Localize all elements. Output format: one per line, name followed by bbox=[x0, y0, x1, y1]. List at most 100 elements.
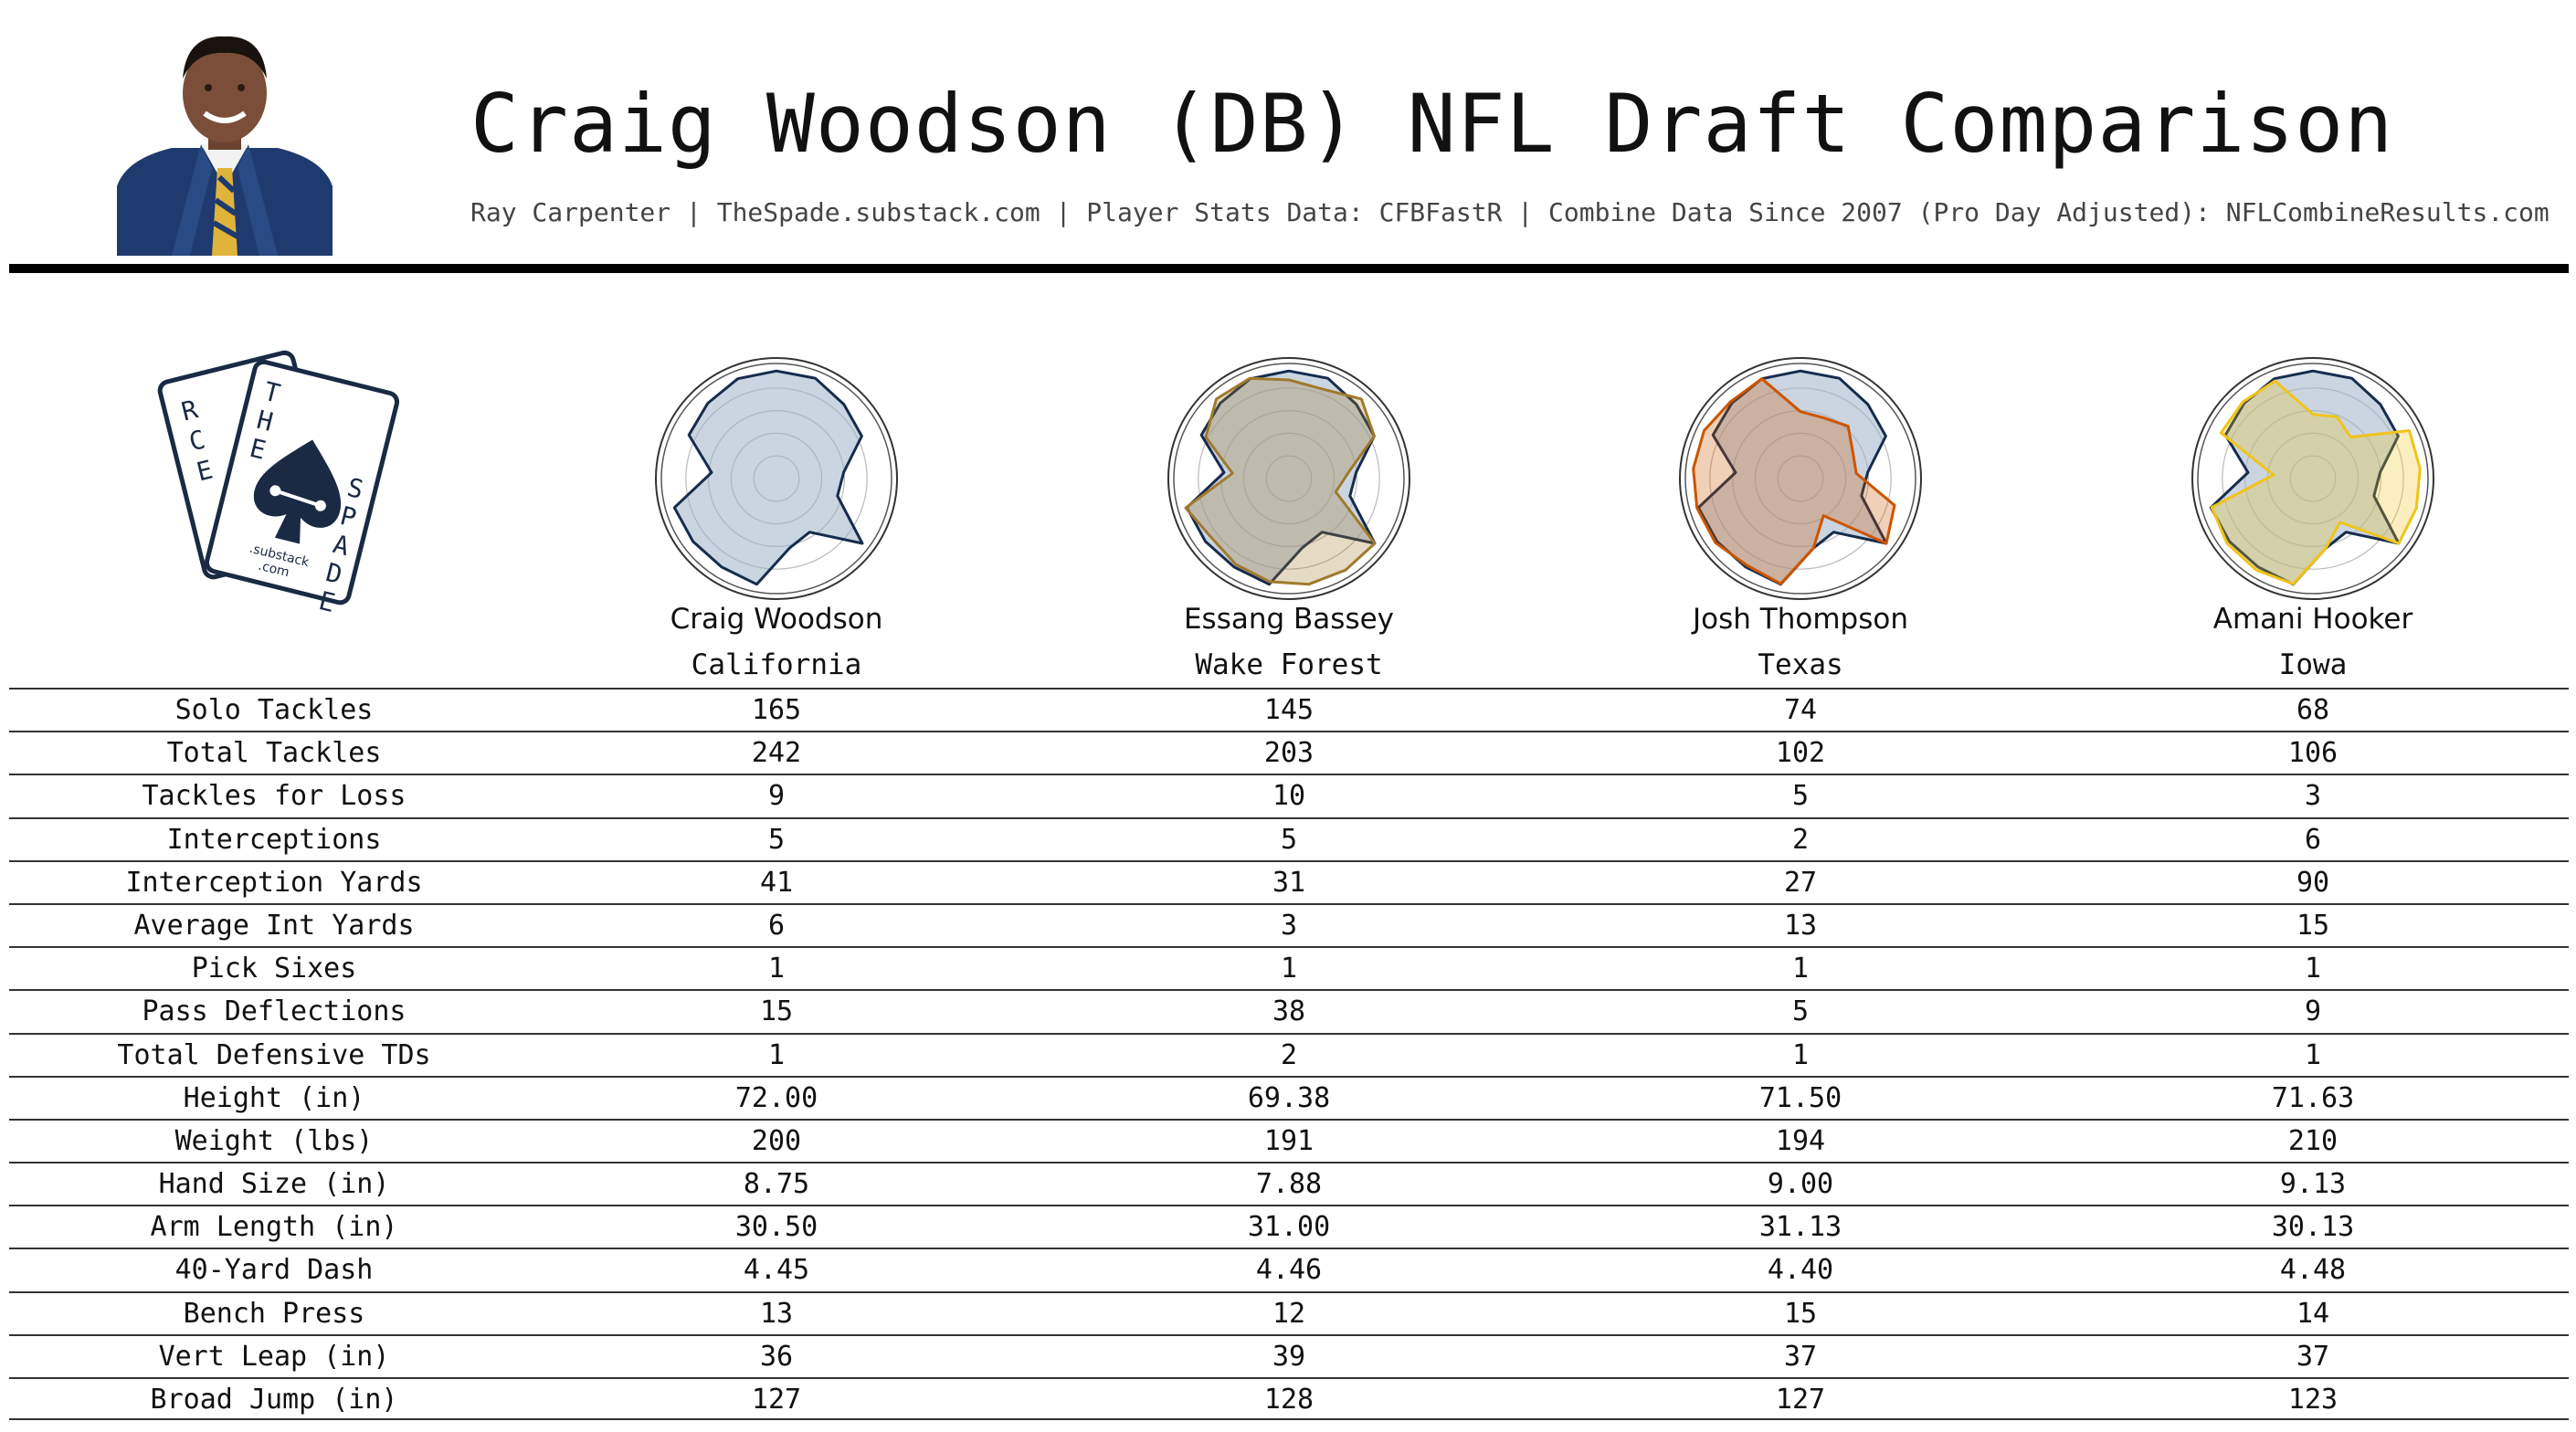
table-cell: 106 bbox=[2287, 737, 2338, 770]
table-cell: 242 bbox=[751, 737, 802, 770]
table-cell: 1 bbox=[1791, 1038, 1810, 1071]
table-cell: 71.63 bbox=[2271, 1081, 2355, 1114]
table-cell: 3 bbox=[1280, 909, 1298, 942]
table-cell: 15 bbox=[2296, 909, 2330, 942]
metric-label: Pass Deflections bbox=[142, 995, 406, 1028]
table-row: Height (in) 72.00 69.38 71.50 71.63 bbox=[9, 1075, 2569, 1119]
metric-label: Arm Length (in) bbox=[150, 1211, 398, 1244]
table-cell: 5 bbox=[1280, 823, 1298, 856]
table-cell: 1 bbox=[767, 1038, 786, 1071]
table-cell: 71.50 bbox=[1758, 1081, 1842, 1114]
table-cell: 203 bbox=[1263, 737, 1314, 770]
table-cell: 37 bbox=[1783, 1340, 1818, 1373]
table-cell: 10 bbox=[1272, 780, 1306, 813]
table-cell: 13 bbox=[759, 1297, 794, 1330]
metric-label: Interceptions bbox=[166, 823, 382, 856]
table-cell: 1 bbox=[2304, 1038, 2322, 1071]
header-divider bbox=[9, 264, 2569, 273]
player-school: Wake Forest bbox=[1195, 648, 1383, 681]
table-cell: 9.13 bbox=[2279, 1168, 2347, 1201]
table-cell: 5 bbox=[767, 823, 786, 856]
metric-label: Average Int Yards bbox=[133, 909, 415, 942]
page-subtitle: Ray Carpenter | TheSpade.substack.com | … bbox=[470, 197, 2550, 227]
table-cell: 1 bbox=[1791, 953, 1810, 985]
metric-label: Hand Size (in) bbox=[158, 1168, 390, 1201]
table-row: Total Defensive TDs 1 2 1 1 bbox=[9, 1032, 2569, 1076]
table-cell: 4.45 bbox=[743, 1254, 810, 1287]
table-cell: 38 bbox=[1272, 995, 1306, 1028]
table-cell: 123 bbox=[2287, 1384, 2338, 1416]
table-cell: 1 bbox=[2304, 953, 2322, 985]
table-cell: 14 bbox=[2296, 1297, 2330, 1330]
metric-label: Total Tackles bbox=[166, 737, 382, 770]
table-cell: 145 bbox=[1263, 694, 1314, 726]
table-cell: 9.00 bbox=[1767, 1168, 1834, 1201]
metric-label: Interception Yards bbox=[125, 866, 423, 899]
table-cell: 4.40 bbox=[1767, 1254, 1834, 1287]
header: Craig Woodson (DB) NFL Draft Comparison … bbox=[0, 0, 2576, 274]
table-row: Total Tackles 242 203 102 106 bbox=[9, 731, 2569, 774]
table-row: Arm Length (in) 30.50 31.00 31.13 30.13 bbox=[9, 1205, 2569, 1248]
table-cell: 102 bbox=[1775, 737, 1826, 770]
metric-label: 40-Yard Dash bbox=[174, 1254, 374, 1287]
table-cell: 191 bbox=[1263, 1124, 1314, 1157]
table-row: Interception Yards 41 31 27 90 bbox=[9, 859, 2569, 903]
table-cell: 72.00 bbox=[734, 1081, 818, 1114]
radar-inner-ring bbox=[660, 363, 892, 595]
metric-label: Bench Press bbox=[183, 1297, 365, 1330]
metric-label: Total Defensive TDs bbox=[117, 1038, 431, 1071]
table-cell: 128 bbox=[1263, 1384, 1314, 1416]
table-cell: 194 bbox=[1775, 1124, 1826, 1157]
table-cell: 68 bbox=[2296, 694, 2330, 726]
metric-label: Broad Jump (in) bbox=[150, 1384, 398, 1416]
table-row: Bench Press 13 12 15 14 bbox=[9, 1290, 2569, 1334]
metric-label: Height (in) bbox=[183, 1081, 365, 1114]
table-cell: 200 bbox=[751, 1124, 802, 1157]
table-cell: 30.13 bbox=[2271, 1211, 2355, 1244]
spade-icon bbox=[254, 439, 342, 544]
radar-chart-essang-bassey bbox=[1167, 357, 1410, 600]
stats-table: Solo Tackles 165 145 74 68 Total Tackles 242 20… bbox=[9, 688, 2569, 1421]
table-cell: 9 bbox=[767, 780, 786, 813]
table-cell: 7.88 bbox=[1255, 1168, 1323, 1201]
table-row: Pick Sixes 1 1 1 1 bbox=[9, 946, 2569, 989]
table-cell: 6 bbox=[2304, 823, 2322, 856]
table-cell: 5 bbox=[1791, 780, 1810, 813]
table-cell: 39 bbox=[1272, 1340, 1306, 1373]
radar-chart-craig-woodson bbox=[655, 357, 898, 600]
table-cell: 69.38 bbox=[1247, 1081, 1331, 1114]
table-cell: 165 bbox=[751, 694, 802, 726]
table-row: Solo Tackles 165 145 74 68 bbox=[9, 688, 2569, 731]
radar-series-josh-thompson bbox=[1692, 377, 1896, 585]
radar-inner-ring bbox=[1684, 363, 1916, 595]
table-row: 40-Yard Dash 4.45 4.46 4.40 4.48 bbox=[9, 1248, 2569, 1290]
table-cell: 9 bbox=[2304, 995, 2322, 1028]
table-cell: 15 bbox=[759, 995, 794, 1028]
table-cell: 4.48 bbox=[2279, 1254, 2347, 1287]
player-name: Josh Thompson bbox=[1693, 603, 1908, 636]
player-photo bbox=[117, 36, 333, 256]
radar-series-amani-hooker bbox=[2210, 379, 2422, 585]
radar-inner-ring bbox=[1173, 363, 1405, 595]
player-school: Iowa bbox=[2278, 648, 2348, 681]
table-cell: 36 bbox=[759, 1340, 794, 1373]
metric-label: Solo Tackles bbox=[174, 694, 374, 726]
table-cell: 13 bbox=[1783, 909, 1818, 942]
table-row: Tackles for Loss 9 10 5 3 bbox=[9, 774, 2569, 816]
table-cell: 1 bbox=[767, 953, 786, 985]
page-title: Craig Woodson (DB) NFL Draft Comparison bbox=[470, 77, 2394, 171]
table-cell: 127 bbox=[751, 1384, 802, 1416]
radar-series-essang-bassey bbox=[1184, 376, 1377, 586]
player-name: Amani Hooker bbox=[2212, 603, 2413, 636]
table-cell: 90 bbox=[2296, 866, 2330, 899]
table-row: Vert Leap (in) 36 39 37 37 bbox=[9, 1333, 2569, 1377]
table-cell: 127 bbox=[1775, 1384, 1826, 1416]
table-row: Interceptions 5 5 2 6 bbox=[9, 816, 2569, 860]
table-cell: 2 bbox=[1280, 1038, 1298, 1071]
the-spade-logo: R C E T H E S P A D E .substack .com bbox=[157, 350, 400, 612]
table-cell: 27 bbox=[1783, 866, 1818, 899]
table-cell: 6 bbox=[767, 909, 786, 942]
table-cell: 4.46 bbox=[1255, 1254, 1323, 1287]
player-school: California bbox=[691, 648, 862, 681]
table-cell: 41 bbox=[759, 866, 794, 899]
